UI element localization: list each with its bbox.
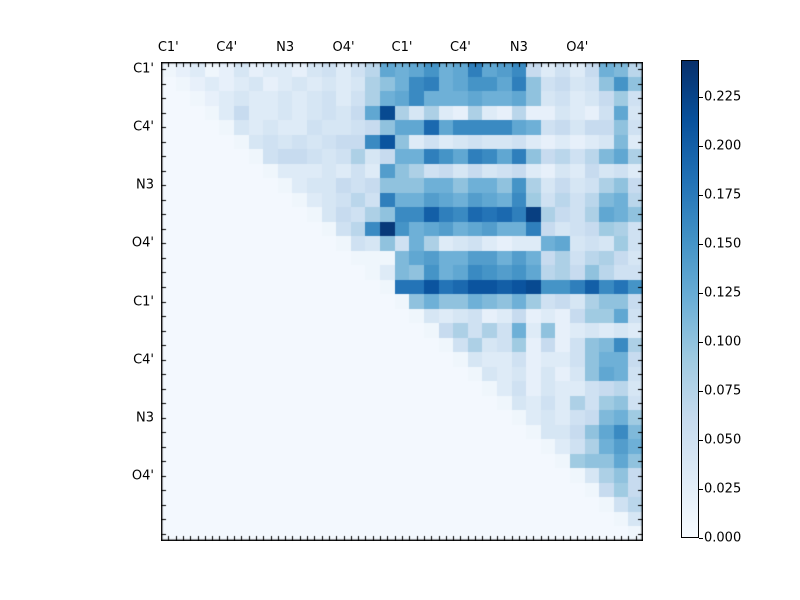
colorbar-tick — [699, 244, 703, 245]
x-tick-label: O4' — [566, 40, 589, 55]
colorbar-tick — [699, 293, 703, 294]
colorbar-tick — [699, 97, 703, 98]
y-tick-label: O4' — [131, 468, 154, 484]
x-tick-label: N3 — [276, 40, 295, 55]
colorbar-tick — [699, 391, 703, 392]
x-tick-label: C1' — [391, 40, 413, 55]
y-tick-label: N3 — [136, 410, 154, 426]
x-tick-label: C4' — [449, 40, 471, 55]
y-tick-label: N3 — [136, 177, 154, 193]
colorbar-tick-label: 0.125 — [704, 285, 742, 301]
y-tick-label: O4' — [131, 235, 154, 251]
y-tick-label: C1' — [133, 61, 154, 77]
colorbar-tick-label: 0.200 — [704, 138, 742, 154]
x-tick-label: O4' — [332, 40, 355, 55]
colorbar-tick-label: 0.100 — [704, 334, 742, 350]
colorbar-tick-label: 0.150 — [704, 236, 742, 252]
x-tick-label: C4' — [216, 40, 238, 55]
x-tick-label: N3 — [509, 40, 528, 55]
colorbar-tick-label: 0.000 — [704, 530, 742, 546]
colorbar-tick — [699, 489, 703, 490]
colorbar-tick — [699, 538, 703, 539]
colorbar-tick — [699, 440, 703, 441]
y-tick-label: C4' — [133, 352, 154, 368]
heatmap-canvas — [161, 62, 643, 541]
colorbar-tick-label: 0.025 — [704, 481, 742, 497]
y-tick-label: C1' — [133, 294, 154, 309]
colorbar-tick — [699, 195, 703, 196]
colorbar-tick — [699, 146, 703, 147]
colorbar-tick-label: 0.175 — [704, 187, 742, 203]
colorbar-tick-label: 0.225 — [704, 89, 742, 105]
x-tick-label: C1' — [157, 40, 179, 55]
colorbar — [681, 60, 699, 538]
colorbar-tick-label: 0.075 — [704, 383, 742, 399]
colorbar-tick — [699, 342, 703, 343]
y-tick-label: C4' — [133, 119, 154, 135]
colorbar-tick-label: 0.050 — [704, 432, 742, 448]
